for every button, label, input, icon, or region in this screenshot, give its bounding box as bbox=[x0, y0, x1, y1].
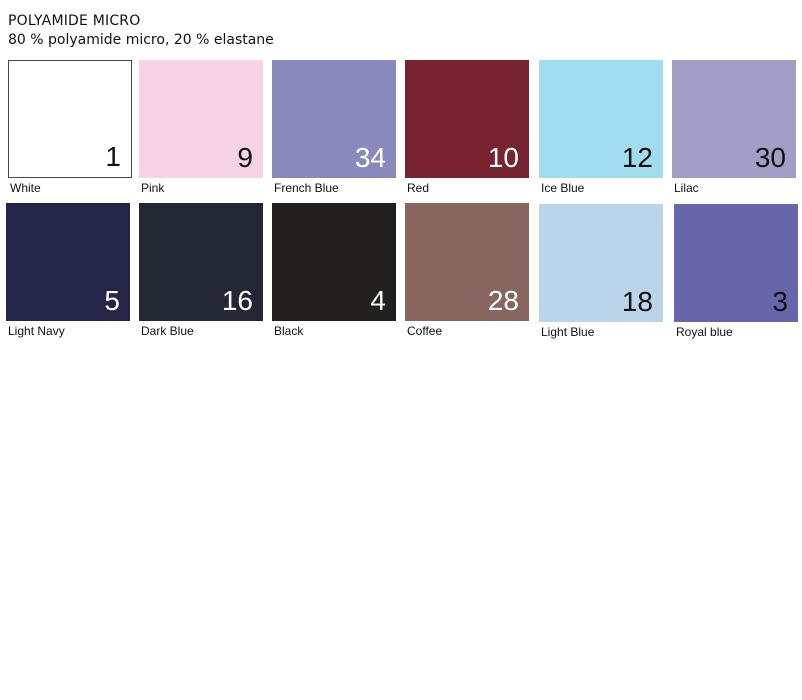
swatch-label: French Blue bbox=[274, 181, 339, 195]
swatch-label: Black bbox=[274, 324, 304, 338]
color-swatch: 3 Royal blue bbox=[674, 204, 798, 339]
swatch-number: 12 bbox=[621, 142, 653, 173]
swatch-chip: 9 bbox=[139, 60, 263, 178]
color-swatch: 30 Lilac bbox=[672, 60, 796, 195]
color-swatch: 12 Ice Blue bbox=[539, 60, 663, 195]
page-subtitle: 80 % polyamide micro, 20 % elastane bbox=[8, 32, 274, 48]
swatch-number: 3 bbox=[772, 286, 788, 317]
swatch-label: White bbox=[10, 181, 41, 195]
swatch-chip: 10 bbox=[405, 60, 529, 178]
swatch-chip: 12 bbox=[539, 60, 663, 178]
color-swatch: 10 Red bbox=[405, 60, 529, 195]
color-swatch: 1 White bbox=[8, 60, 132, 195]
swatch-label: Light Navy bbox=[8, 324, 65, 338]
swatch-chip: 5 bbox=[6, 203, 130, 321]
swatch-chip: 28 bbox=[405, 203, 529, 321]
swatch-chip: 16 bbox=[139, 203, 263, 321]
swatch-number: 28 bbox=[487, 285, 519, 316]
swatch-number: 4 bbox=[370, 285, 386, 316]
swatch-number: 10 bbox=[487, 142, 519, 173]
swatch-label: Lilac bbox=[674, 181, 699, 195]
color-swatch: 9 Pink bbox=[139, 60, 263, 195]
swatch-number: 18 bbox=[621, 286, 653, 317]
swatch-number: 5 bbox=[104, 285, 120, 316]
swatch-label: Red bbox=[407, 181, 430, 195]
swatch-label: Ice Blue bbox=[541, 181, 585, 195]
page-title: POLYAMIDE MICRO bbox=[8, 13, 141, 29]
swatch-number: 16 bbox=[221, 285, 253, 316]
swatch-label: Light Blue bbox=[541, 325, 595, 339]
swatch-chip: 3 bbox=[674, 204, 798, 322]
swatch-label: Dark Blue bbox=[141, 324, 194, 338]
color-swatch: 34 French Blue bbox=[272, 60, 396, 195]
swatch-chip: 1 bbox=[8, 60, 132, 178]
swatch-label: Coffee bbox=[407, 324, 443, 338]
swatch-label: Pink bbox=[141, 181, 165, 195]
color-swatch: 28 Coffee bbox=[405, 203, 529, 338]
swatch-number: 34 bbox=[354, 142, 386, 173]
swatch-number: 30 bbox=[754, 142, 786, 173]
swatch-number: 9 bbox=[237, 142, 253, 173]
color-swatch: 5 Light Navy bbox=[6, 203, 130, 338]
header: POLYAMIDE MICRO 80 % polyamide micro, 20… bbox=[8, 12, 274, 49]
color-swatch: 4 Black bbox=[272, 203, 396, 338]
color-swatch: 18 Light Blue bbox=[539, 204, 663, 339]
swatch-chip: 4 bbox=[272, 203, 396, 321]
color-swatch: 16 Dark Blue bbox=[139, 203, 263, 338]
swatch-chip: 34 bbox=[272, 60, 396, 178]
swatch-chip: 30 bbox=[672, 60, 796, 178]
swatch-chip: 18 bbox=[539, 204, 663, 322]
swatch-number: 1 bbox=[105, 141, 121, 172]
swatch-label: Royal blue bbox=[676, 325, 733, 339]
